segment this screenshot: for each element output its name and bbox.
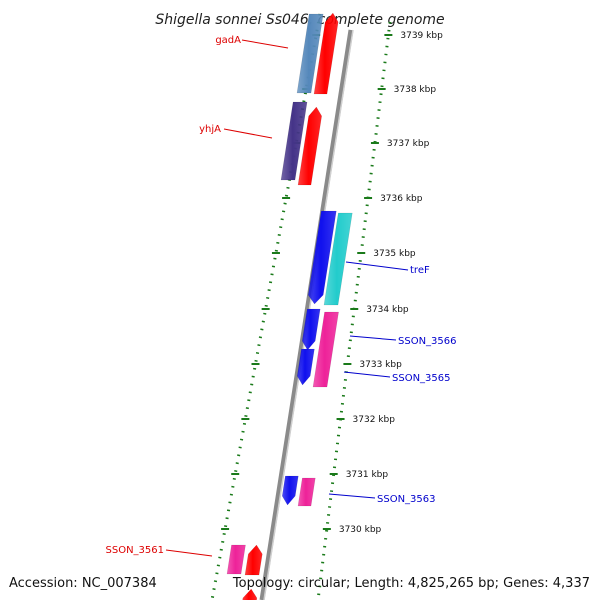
gene-feature-gadA-ring — [296, 13, 324, 94]
gene-feature-ss3563-magenta — [297, 477, 316, 507]
gene-feature-ss3563-blue — [281, 475, 299, 506]
label-leader-line — [349, 335, 397, 341]
gene-feature-ss3561-magenta — [226, 544, 246, 575]
gene-feature-gadA-inner — [313, 12, 339, 95]
ruler-tick-label: 3732 kbp — [353, 415, 396, 425]
gene-feature-ss3561-red — [244, 544, 263, 576]
gene-feature-yhjA-ring — [280, 101, 308, 181]
label-leader-line — [343, 371, 391, 378]
ruler-outer-track — [316, 21, 392, 600]
gene-label: treF — [410, 265, 430, 276]
ruler-tick-label: 3739 kbp — [400, 31, 443, 41]
gene-label: SSON_3565 — [392, 373, 451, 384]
ruler-tick-label: 3735 kbp — [373, 249, 416, 259]
gene-label: SSON_3561 — [106, 545, 165, 556]
gene-feature-ss3566-magenta — [312, 311, 339, 388]
gene-feature-bottom-red — [242, 588, 258, 600]
ruler-tick-label: 3733 kbp — [359, 360, 402, 370]
gene-label: gadA — [215, 35, 241, 46]
label-leader-line — [165, 549, 213, 557]
gene-feature-treF-cyan — [323, 212, 353, 306]
accession-text: Accession: NC_007384 — [9, 576, 157, 591]
ruler-inner-track — [210, 13, 322, 600]
ruler-tick-label: 3731 kbp — [346, 470, 389, 480]
gene-feature-ss3566-blue — [301, 308, 321, 351]
label-leader-line — [223, 128, 273, 139]
gene-labels: gadA yhjA treF SSON_3566 SSON_3565 SSON_3563 S… — [106, 35, 457, 557]
ruler-tick-label: 3737 kbp — [387, 139, 430, 149]
gene-feature-yhjA-inner — [297, 106, 322, 186]
gene-features — [226, 12, 353, 600]
ruler-tick-label: 3730 kbp — [339, 525, 382, 535]
label-leader-line — [345, 261, 409, 271]
label-leader-line — [241, 39, 289, 49]
gene-feature-ss3565-blue — [296, 348, 315, 386]
map-title: Shigella sonnei Ss046, complete genome — [155, 12, 444, 28]
ruler-tick-label: 3734 kbp — [366, 305, 409, 315]
gene-label: yhjA — [199, 124, 221, 135]
gene-feature-treF-blue — [307, 210, 337, 305]
ruler: 3739 kbp 3738 kbp 3737 kbp 3736 kbp 3735 kbp… — [210, 13, 443, 600]
genome-summary-text: Topology: circular; Length: 4,825,265 bp… — [232, 576, 590, 591]
label-leader-line — [328, 493, 376, 499]
ruler-tick-label: 3736 kbp — [380, 194, 423, 204]
gene-label: SSON_3563 — [377, 494, 436, 505]
gene-label: SSON_3566 — [398, 336, 457, 347]
ruler-tick-label: 3738 kbp — [394, 85, 437, 95]
